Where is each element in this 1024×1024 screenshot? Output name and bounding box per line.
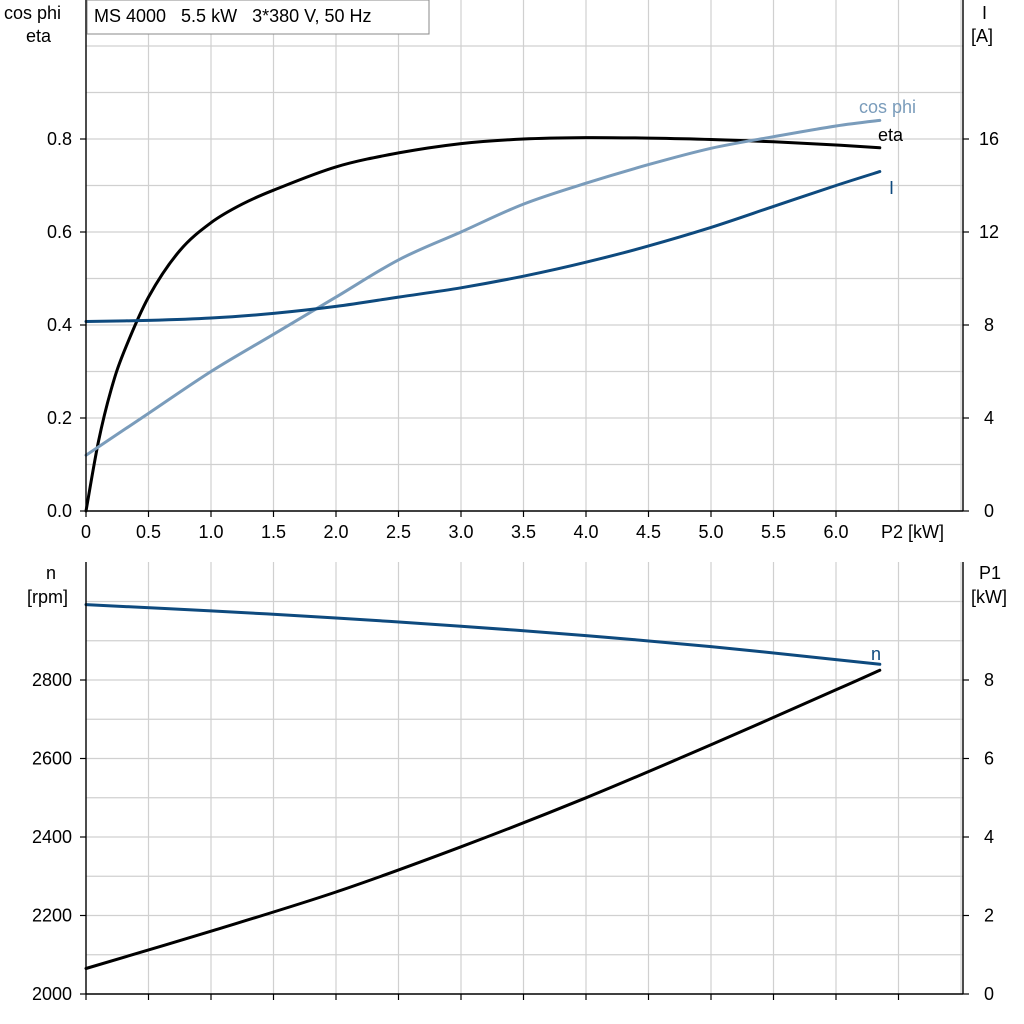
x-tick-label: 4.0 [573,522,598,542]
chart-title: MS 4000 5.5 kW 3*380 V, 50 Hz [94,6,372,26]
x-tick-label: 0.5 [136,522,161,542]
top-left-axis-label-1: cos phi [4,3,61,23]
series-label-eta: eta [878,125,904,145]
bottom-left-axis-label-2: [rpm] [27,587,68,607]
x-tick-label: 4.5 [636,522,661,542]
top-left-axis-label-2: eta [26,26,52,46]
left-tick-label: 0.4 [47,315,72,335]
right-tick-label: 0 [984,501,994,521]
x-tick-label: 5.5 [761,522,786,542]
left-tick-label: 2800 [32,670,72,690]
x-tick-label: 5.0 [698,522,723,542]
x-tick-label: 6.0 [823,522,848,542]
left-tick-label: 0.2 [47,408,72,428]
left-tick-label: 2200 [32,906,72,926]
bottom-n-curve [84,603,882,666]
right-tick-label: 6 [984,749,994,769]
x-axis-label: P2 [kW] [881,522,944,542]
x-tick-label: 1.0 [198,522,223,542]
left-tick-label: 2400 [32,827,72,847]
top-right-axis-label-1: I [982,3,987,23]
axis-labels: 0.0 0.2 0.4 0.6 0.8 0 4 8 12 16 0 0.5 1.0 1.5 2.0 2.5 3.… [32,129,999,1004]
grid-lines [86,0,963,994]
top-i-curve [84,170,882,323]
top-cos-phi-curve [84,118,882,457]
right-tick-label: 8 [984,315,994,335]
x-tick-label: 3.5 [511,522,536,542]
x-tick-label: 1.5 [261,522,286,542]
series-label-speed: n [871,644,881,664]
curves [84,118,882,970]
right-tick-label: 2 [984,906,994,926]
x-tick-label: 2.0 [323,522,348,542]
top-eta-curve [84,136,882,513]
axes [80,0,969,1000]
right-tick-label: 8 [984,670,994,690]
right-tick-label: 4 [984,827,994,847]
top-right-axis-label-2: [A] [971,26,993,46]
right-tick-label: 16 [979,129,999,149]
series-label-cos-phi: cos phi [859,97,916,117]
bottom-p1-curve [84,668,882,970]
left-tick-label: 2600 [32,749,72,769]
x-tick-label: 0 [81,522,91,542]
x-tick-label: 2.5 [386,522,411,542]
title-box [86,0,430,35]
left-tick-label: 0.6 [47,222,72,242]
bottom-right-axis-label-2: [kW] [971,587,1007,607]
bottom-right-axis-label-1: P1 [979,563,1001,583]
bottom-left-axis-label-1: n [46,563,56,583]
left-tick-label: 0.0 [47,501,72,521]
left-tick-label: 2000 [32,984,72,1004]
x-tick-label: 3.0 [448,522,473,542]
right-tick-label: 12 [979,222,999,242]
series-label-current: I [889,178,894,198]
left-tick-label: 0.8 [47,129,72,149]
right-tick-label: 4 [984,408,994,428]
right-tick-label: 0 [984,984,994,1004]
